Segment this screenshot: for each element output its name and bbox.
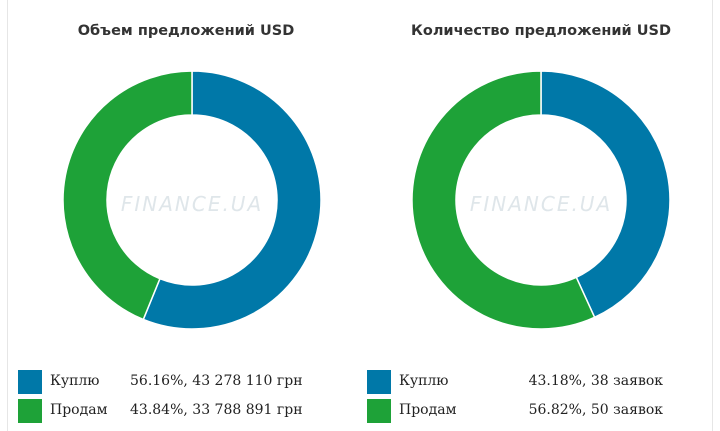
legend-label-buy: Куплю <box>399 373 449 389</box>
frame-border-left <box>7 0 8 431</box>
legend-item-buy: Куплю 56.16%, 43 278 110 грн <box>18 370 334 394</box>
chart-panel-count: Количество предложений USD FINANCE.UA Ку… <box>363 0 719 431</box>
chart-title: Объем предложений USD <box>77 23 295 39</box>
donut-chart-count: FINANCE.UA <box>411 70 671 330</box>
legend-value-buy: 56.16%, 43 278 110 грн <box>130 373 303 389</box>
legend-label-buy: Куплю <box>50 373 100 389</box>
legend-label-sell: Продам <box>50 402 108 418</box>
legend-item-sell: Продам 43.84%, 33 788 891 грн <box>18 399 334 423</box>
legend-swatch-buy <box>367 370 391 394</box>
watermark-text: FINANCE.UA <box>470 192 612 216</box>
legend-swatch-sell <box>367 399 391 423</box>
donut-slice-sell <box>411 70 596 330</box>
chart-title: Количество предложений USD <box>411 23 671 39</box>
legend-value-sell: 43.84%, 33 788 891 грн <box>130 402 303 418</box>
watermark-text: FINANCE.UA <box>121 192 263 216</box>
legend-item-sell: Продам 56.82%, 50 заявок <box>367 399 667 423</box>
frame-border-right <box>712 0 713 431</box>
donut-slice-sell <box>62 70 193 321</box>
legend-swatch-sell <box>18 399 42 423</box>
legend-label-sell: Продам <box>399 402 457 418</box>
donut-chart-volume: FINANCE.UA <box>62 70 322 330</box>
donut-slice-buy <box>540 70 671 319</box>
legend-item-buy: Куплю 43.18%, 38 заявок <box>367 370 667 394</box>
chart-panel-volume: Объем предложений USD FINANCE.UA Куплю 5… <box>8 0 364 431</box>
legend-swatch-buy <box>18 370 42 394</box>
donut-slice-buy <box>142 70 322 330</box>
legend-value-buy: 43.18%, 38 заявок <box>528 373 663 389</box>
legend-value-sell: 56.82%, 50 заявок <box>528 402 663 418</box>
